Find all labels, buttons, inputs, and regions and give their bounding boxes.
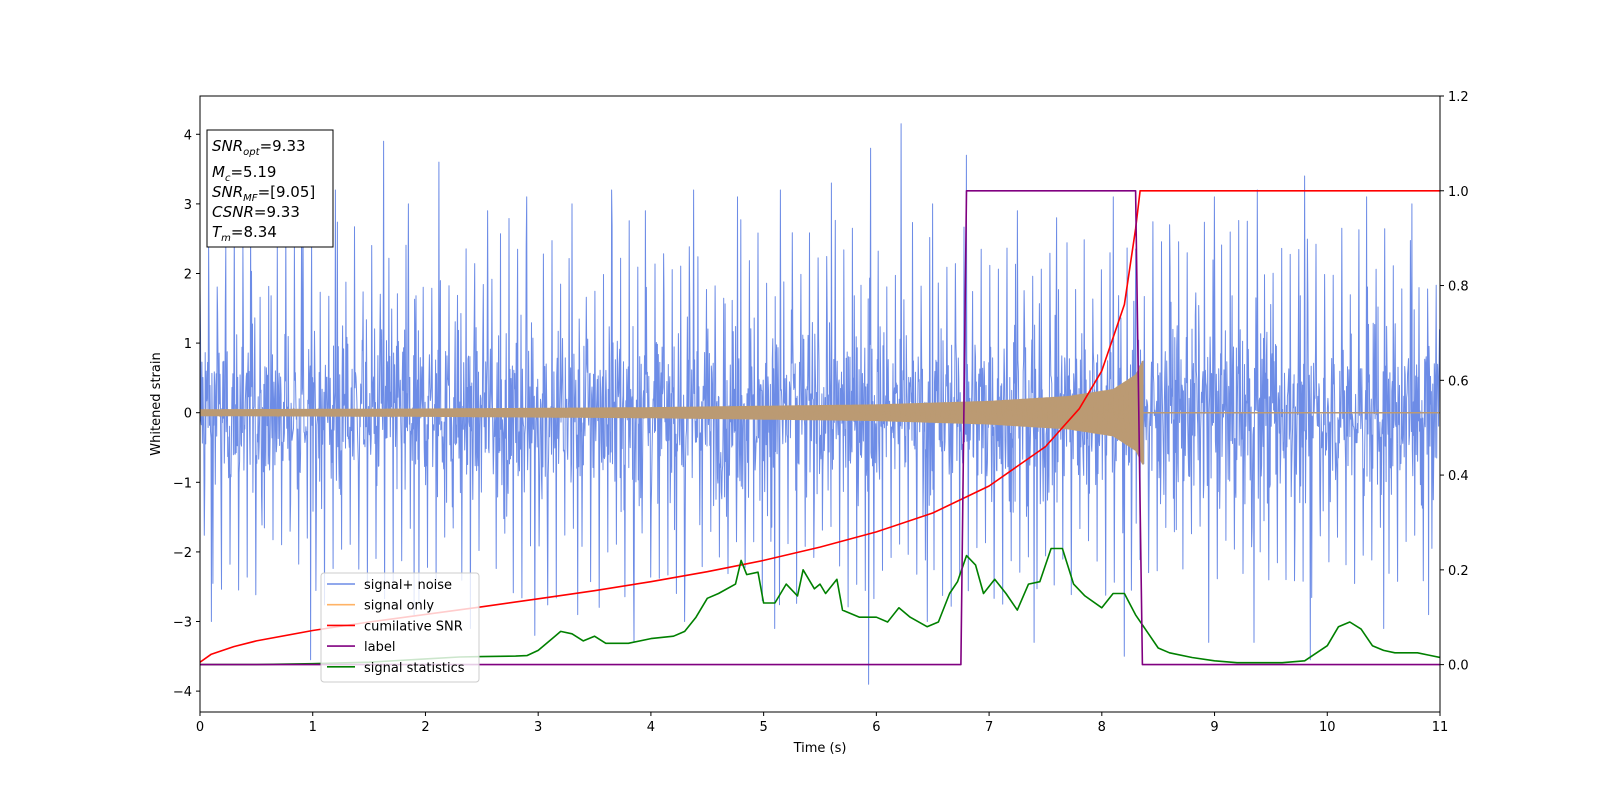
signal-only-line	[200, 360, 1144, 464]
y-tick-label: −4	[173, 685, 192, 700]
x-tick-label: 4	[647, 720, 655, 735]
y-axis-left: −4 −3 −2 −1 0 1 2 3 4	[173, 128, 200, 700]
info-csnr: CSNR=9.33	[212, 203, 300, 221]
y-tick-label: −1	[173, 476, 192, 491]
signal-statistics-line	[200, 547, 1440, 666]
legend-label: cumilative SNR	[364, 619, 463, 634]
y-tick-label: 1	[184, 337, 192, 352]
y-tick-label: 0	[184, 407, 192, 422]
x-tick-label: 0	[196, 720, 204, 735]
info-snr-mf: SNRMF=[9.05]	[212, 183, 315, 204]
cumulative-snr-line	[200, 190, 1440, 663]
y-tick-label: −3	[173, 616, 192, 631]
legend-label: signal+ noise	[364, 578, 452, 593]
y-tick-label: 3	[184, 198, 192, 213]
x-tick-label: 10	[1319, 720, 1336, 735]
y2-tick-label: 0.6	[1448, 374, 1469, 389]
y2-tick-label: 1.0	[1448, 185, 1469, 200]
x-tick-label: 5	[759, 720, 767, 735]
info-mc: Mc=5.19	[212, 163, 276, 184]
legend: signal+ noise signal only cumilative SNR la…	[320, 572, 480, 683]
x-axis-label: Time (s)	[793, 741, 847, 756]
y2-tick-label: 0.0	[1448, 659, 1469, 674]
x-tick-label: 1	[309, 720, 317, 735]
y2-tick-label: 0.8	[1448, 280, 1469, 295]
y-axis-right: 0.0 0.2 0.4 0.6 0.8 1.0 1.2	[1440, 90, 1469, 674]
info-snr-opt: SNRopt=9.33	[212, 137, 306, 158]
x-tick-label: 7	[985, 720, 993, 735]
y2-tick-label: 0.4	[1448, 469, 1469, 484]
y-tick-label: 2	[184, 267, 192, 282]
info-tm: Tm=8.34	[212, 223, 277, 244]
x-tick-label: 8	[1098, 720, 1106, 735]
y2-tick-label: 1.2	[1448, 90, 1469, 105]
info-box: SNRopt=9.33 Mc=5.19 SNRMF=[9.05] CSNR=9.…	[206, 129, 334, 248]
y-axis-label: Whitened strain	[149, 352, 164, 455]
x-tick-label: 9	[1210, 720, 1218, 735]
y-tick-label: −2	[173, 546, 192, 561]
legend-label: signal only	[364, 599, 434, 614]
x-tick-label: 6	[872, 720, 880, 735]
legend-label: label	[364, 640, 395, 655]
label-line	[200, 190, 1440, 666]
legend-label: signal statistics	[364, 661, 465, 676]
x-tick-label: 2	[421, 720, 429, 735]
x-tick-label: 11	[1432, 720, 1449, 735]
plot-series-group	[200, 123, 1440, 685]
x-tick-label: 3	[534, 720, 542, 735]
y2-tick-label: 0.2	[1448, 564, 1469, 579]
y-tick-label: 4	[184, 128, 192, 143]
x-axis: 0 1 2 3 4 5 6 7 8 9 10 11	[196, 712, 1448, 735]
plot-frame	[199, 95, 1441, 713]
